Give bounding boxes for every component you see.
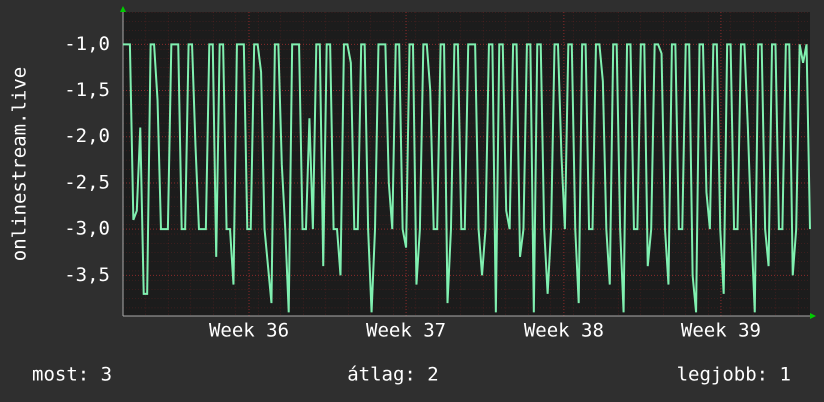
y-tick-label: -2,0 (64, 125, 110, 147)
y-tick-label: -1,5 (64, 79, 110, 101)
y-tick-label: -3,0 (64, 218, 110, 240)
x-axis-arrow (810, 313, 816, 319)
y-axis-label: onlinestream.live (9, 67, 31, 261)
footer-now: most: 3 (32, 364, 112, 386)
y-tick-label: -1,0 (64, 33, 110, 55)
x-tick-label: Week 38 (524, 320, 604, 342)
x-tick-label: Week 37 (366, 320, 446, 342)
x-tick-label: Week 39 (681, 320, 761, 342)
footer-avg: átlag: 2 (347, 364, 439, 386)
y-tick-label: -3,5 (64, 264, 110, 286)
y-tick-label: -2,5 (64, 171, 110, 193)
data-line (123, 43, 811, 313)
y-axis-arrow (120, 6, 126, 12)
footer-best: legjobb: 1 (677, 364, 791, 386)
x-tick-label: Week 36 (209, 320, 289, 342)
